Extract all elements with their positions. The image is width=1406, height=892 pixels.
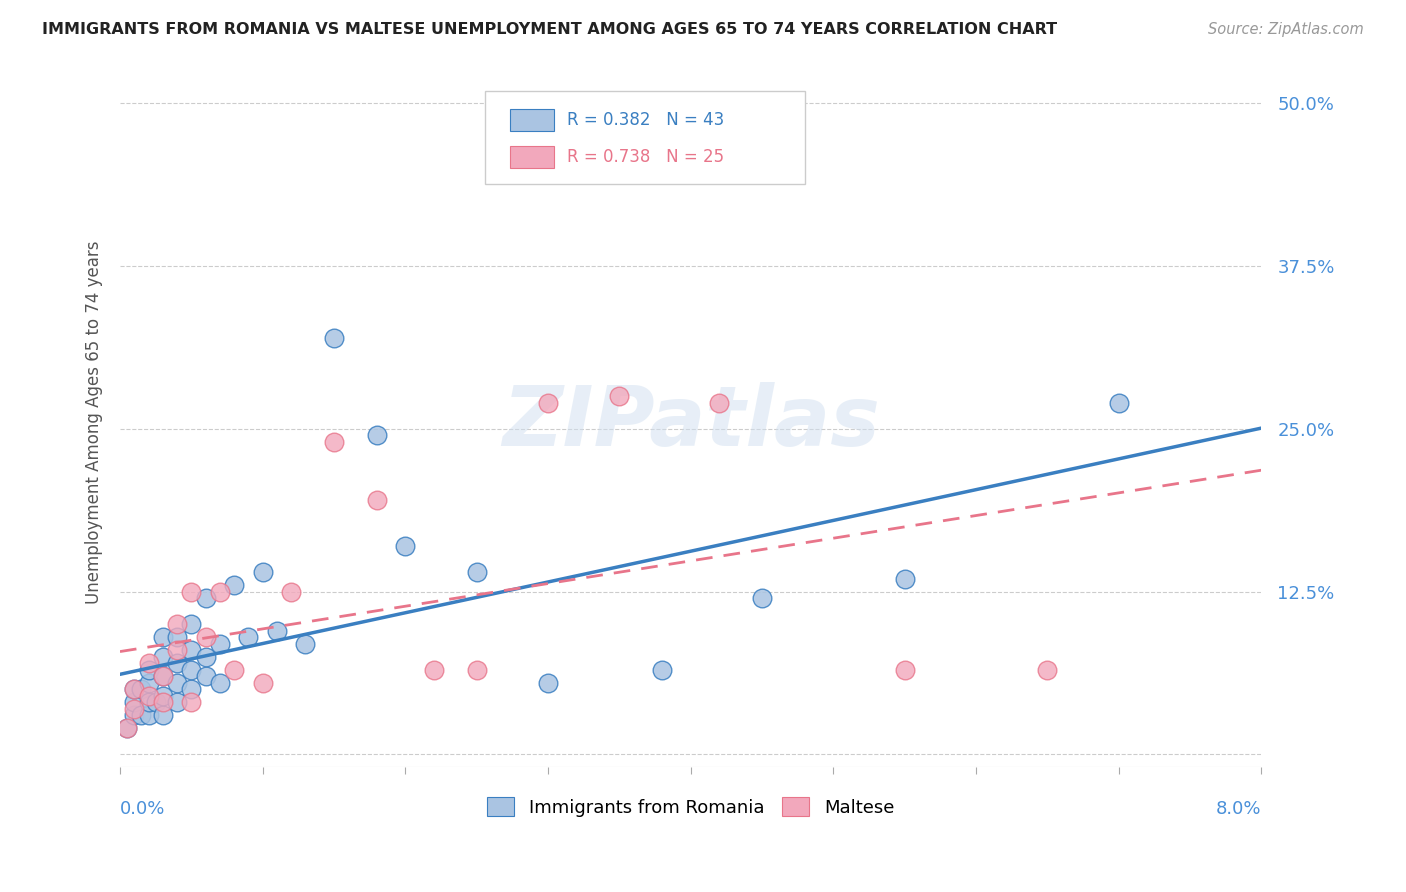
- Point: [609, 389, 631, 403]
- Legend: Immigrants from Romania, Maltese: Immigrants from Romania, Maltese: [479, 790, 901, 824]
- Point: [194, 630, 217, 644]
- Point: [465, 565, 488, 579]
- Point: [122, 701, 145, 715]
- Point: [224, 663, 246, 677]
- Point: [1036, 663, 1059, 677]
- Point: [138, 708, 160, 723]
- Y-axis label: Unemployment Among Ages 65 to 74 years: Unemployment Among Ages 65 to 74 years: [86, 241, 103, 604]
- Point: [180, 695, 202, 709]
- FancyBboxPatch shape: [485, 91, 804, 185]
- Point: [180, 663, 202, 677]
- Point: [224, 578, 246, 592]
- Point: [138, 695, 160, 709]
- Point: [194, 649, 217, 664]
- Point: [138, 675, 160, 690]
- Point: [323, 331, 346, 345]
- Point: [893, 572, 915, 586]
- Point: [751, 591, 773, 605]
- Point: [166, 675, 188, 690]
- Point: [166, 656, 188, 670]
- Point: [423, 663, 446, 677]
- Point: [537, 396, 560, 410]
- Point: [166, 695, 188, 709]
- Point: [152, 630, 174, 644]
- FancyBboxPatch shape: [510, 109, 554, 131]
- Point: [166, 643, 188, 657]
- Point: [323, 434, 346, 449]
- Point: [152, 669, 174, 683]
- Point: [166, 630, 188, 644]
- Point: [180, 643, 202, 657]
- Point: [152, 708, 174, 723]
- Point: [138, 656, 160, 670]
- Point: [122, 708, 145, 723]
- Point: [238, 630, 260, 644]
- Point: [152, 669, 174, 683]
- Text: ZIPatlas: ZIPatlas: [502, 382, 880, 463]
- Point: [252, 565, 274, 579]
- Text: Source: ZipAtlas.com: Source: ZipAtlas.com: [1208, 22, 1364, 37]
- Point: [115, 721, 138, 735]
- Point: [1108, 396, 1130, 410]
- Point: [180, 584, 202, 599]
- Text: 8.0%: 8.0%: [1216, 800, 1261, 818]
- Point: [122, 695, 145, 709]
- Text: R = 0.738   N = 25: R = 0.738 N = 25: [568, 148, 724, 166]
- Point: [180, 617, 202, 632]
- Point: [537, 675, 560, 690]
- Point: [138, 663, 160, 677]
- Point: [208, 584, 231, 599]
- Point: [294, 637, 316, 651]
- Point: [893, 663, 915, 677]
- Point: [180, 682, 202, 697]
- Point: [166, 617, 188, 632]
- Point: [252, 675, 274, 690]
- Point: [266, 624, 288, 638]
- Point: [138, 689, 160, 703]
- Point: [122, 682, 145, 697]
- Point: [651, 663, 673, 677]
- Text: 0.0%: 0.0%: [120, 800, 166, 818]
- Point: [131, 708, 153, 723]
- Point: [145, 695, 167, 709]
- Text: R = 0.382   N = 43: R = 0.382 N = 43: [568, 112, 724, 129]
- FancyBboxPatch shape: [510, 145, 554, 168]
- Point: [152, 689, 174, 703]
- Point: [709, 396, 731, 410]
- Point: [366, 428, 388, 442]
- Point: [208, 675, 231, 690]
- Text: IMMIGRANTS FROM ROMANIA VS MALTESE UNEMPLOYMENT AMONG AGES 65 TO 74 YEARS CORREL: IMMIGRANTS FROM ROMANIA VS MALTESE UNEMP…: [42, 22, 1057, 37]
- Point: [465, 663, 488, 677]
- Point: [131, 682, 153, 697]
- Point: [122, 682, 145, 697]
- Point: [280, 584, 302, 599]
- Point: [394, 539, 416, 553]
- Point: [152, 695, 174, 709]
- Point: [366, 493, 388, 508]
- Point: [208, 637, 231, 651]
- Point: [194, 591, 217, 605]
- Point: [115, 721, 138, 735]
- Point: [194, 669, 217, 683]
- Point: [152, 649, 174, 664]
